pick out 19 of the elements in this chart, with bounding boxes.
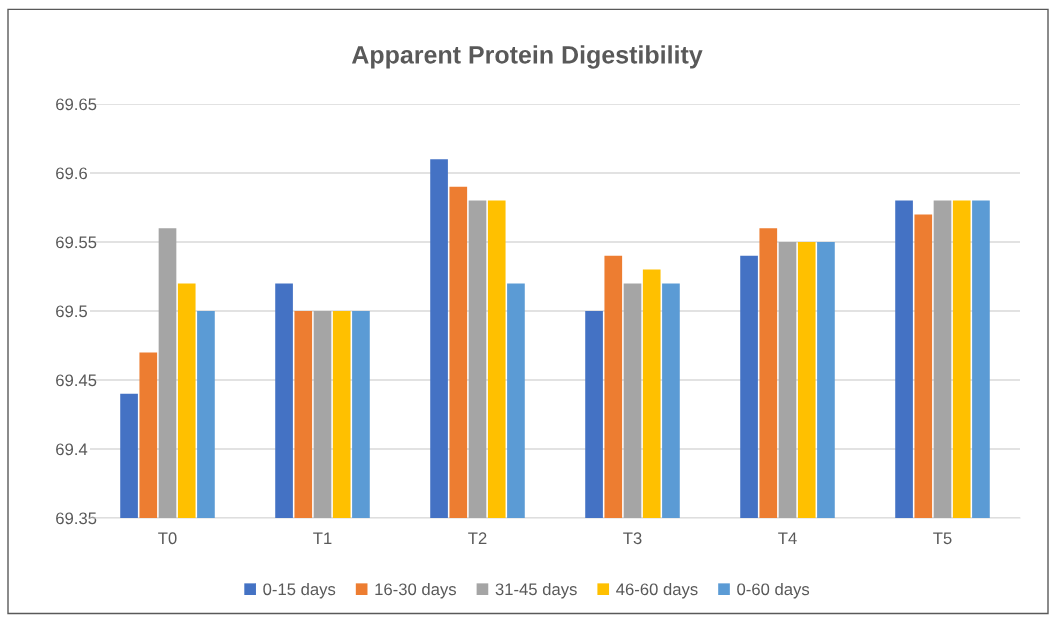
x-tick-label: T5 <box>933 532 952 545</box>
y-tick-label: 69.4 <box>56 443 88 456</box>
chart-title: Apparent Protein Digestibility <box>351 45 703 69</box>
x-tick-label: T0 <box>158 532 177 545</box>
legend-label: 31-45 days <box>495 582 577 599</box>
y-tick-label: 69.55 <box>56 236 97 249</box>
y-tick-label: 69.5 <box>56 305 88 318</box>
legend-label: 16-30 days <box>375 582 457 599</box>
y-tick-label: 69.45 <box>56 374 97 387</box>
legend-label: 46-60 days <box>616 582 698 599</box>
x-tick-label: T1 <box>313 532 332 544</box>
y-tick-label: 69.6 <box>56 167 87 180</box>
y-tick-label: 69.65 <box>56 98 97 111</box>
x-tick-label: T3 <box>623 532 642 545</box>
x-tick-label: T2 <box>468 532 487 544</box>
x-tick-label: T4 <box>778 532 797 544</box>
legend-label: 0-15 days <box>263 582 336 599</box>
legend-label: 0-60 days <box>737 582 810 599</box>
y-tick-label: 69.35 <box>56 512 97 525</box>
